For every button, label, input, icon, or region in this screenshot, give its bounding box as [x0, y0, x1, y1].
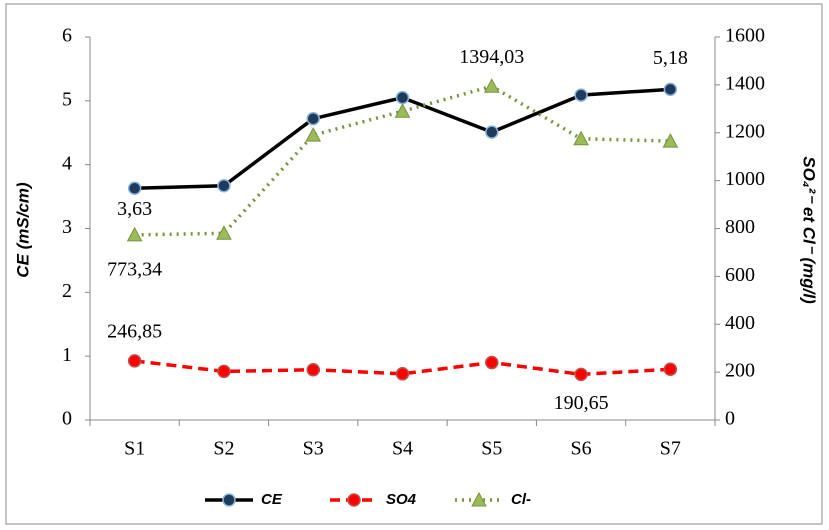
data-point: [483, 78, 500, 93]
y-tick-label: 0: [62, 408, 72, 430]
data-label: 5,18: [653, 47, 688, 69]
data-point: [217, 178, 231, 193]
y2-tick-label: 400: [725, 312, 755, 334]
y2-axis-label: SO₄²⁻ et Cl⁻ (mg/l): [800, 156, 819, 304]
y-tick-label: 1: [62, 344, 72, 366]
data-label: 3,63: [117, 198, 152, 220]
data-point: [485, 125, 499, 139]
data-point: [126, 226, 143, 242]
y-tick-label: 6: [62, 25, 72, 47]
y2-tick-label: 800: [725, 216, 755, 238]
y2-tick-label: 0: [725, 408, 735, 430]
y2-tick-label: 600: [725, 264, 755, 286]
data-point: [485, 355, 499, 370]
y2-tick-label: 1200: [725, 120, 765, 142]
data-label: 773,34: [107, 258, 162, 280]
data-label: 246,85: [107, 321, 162, 343]
x-tick-label: S6: [571, 438, 592, 460]
data-point: [127, 354, 142, 368]
x-tick-label: S1: [124, 438, 145, 460]
data-point: [216, 225, 232, 240]
data-point: [395, 367, 410, 381]
x-tick-label: S4: [392, 438, 413, 460]
y2-tick-label: 1000: [725, 168, 765, 190]
y2-tick-label: 1600: [725, 25, 765, 47]
data-label: 190,65: [554, 392, 609, 414]
data-point: [663, 362, 678, 377]
legend-label: SO4: [386, 491, 417, 508]
data-label: 1394,03: [459, 46, 524, 68]
data-point: [573, 130, 589, 146]
data-point: [662, 133, 679, 148]
legend-marker: [222, 493, 236, 507]
y2-tick-label: 1400: [725, 72, 765, 94]
data-point: [217, 364, 231, 379]
data-point: [127, 181, 142, 196]
data-point: [663, 82, 678, 97]
data-point: [574, 367, 588, 382]
y2-tick-label: 200: [725, 360, 755, 382]
x-tick-label: S5: [481, 438, 502, 460]
chart-border: [5, 3, 823, 525]
legend-label: CE: [261, 491, 283, 508]
x-tick-label: S7: [660, 438, 681, 460]
data-point: [574, 88, 588, 102]
legend-marker: [347, 493, 361, 507]
y-tick-label: 2: [62, 280, 72, 302]
x-tick-label: S2: [213, 438, 234, 460]
x-tick-label: S3: [303, 438, 324, 460]
y-axis-label: CE (mS/cm): [13, 182, 32, 278]
legend-label: Cl-: [511, 491, 531, 508]
data-point: [306, 362, 320, 377]
y-tick-label: 4: [62, 152, 72, 174]
y-tick-label: 3: [62, 216, 72, 238]
data-point: [395, 90, 410, 105]
legend-marker: [471, 491, 487, 507]
data-point: [305, 127, 322, 142]
data-point: [394, 103, 411, 118]
y-tick-label: 5: [62, 88, 72, 110]
data-point: [306, 111, 320, 126]
